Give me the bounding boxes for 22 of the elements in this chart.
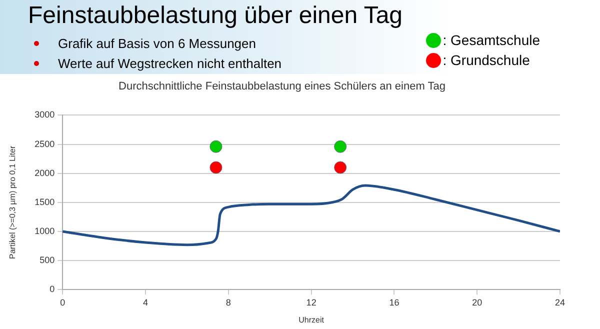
x-tick-label: 20 — [472, 297, 482, 308]
x-axis-title: Uhrzeit — [298, 315, 325, 324]
legend-label: : Gesamtschule — [442, 32, 540, 48]
x-tick-label: 24 — [554, 297, 566, 308]
chart-subtitle: Durchschnittliche Feinstaubbelastung eines Schülers an einem Tag — [118, 80, 446, 93]
y-tick-label: 2500 — [34, 138, 55, 149]
chart-title: Feinstaubbelastung über einen Tag — [28, 2, 403, 30]
y-axis-title: Partikel (>=0,3 µm) pro 0,1 Liter — [8, 146, 18, 259]
text: Werte auf Wegstrecken nicht enthalten — [58, 56, 282, 71]
x-tick-label: 16 — [389, 297, 400, 308]
y-tick-label: 500 — [40, 255, 55, 266]
y-tick-label: 1500 — [34, 196, 55, 207]
text: Grafik auf Basis von 6 Messungen — [58, 36, 256, 51]
y-tick-label: 0 — [50, 284, 55, 294]
y-tick-label: 3000 — [34, 110, 55, 120]
y-tick-label: 1000 — [34, 226, 55, 236]
x-tick-label: 4 — [143, 297, 148, 308]
x-tick-label: 8 — [226, 297, 231, 308]
x-tick-label: 0 — [60, 297, 66, 308]
legend-label: : Grundschule — [442, 52, 530, 68]
y-tick-label: 2000 — [34, 168, 55, 178]
x-tick-label: 12 — [306, 297, 316, 308]
